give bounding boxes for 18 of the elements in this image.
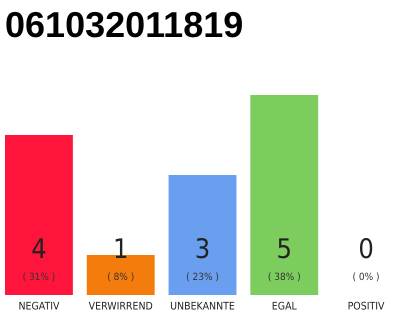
x-tick-label: EGAL xyxy=(272,300,298,312)
bar xyxy=(5,135,73,295)
x-tick-label: UNBEKANNTE xyxy=(170,300,235,312)
data-label: 0 xyxy=(358,234,374,265)
chart-title: 061032011819 xyxy=(5,4,244,45)
annotation: ( 31% ) xyxy=(22,272,56,283)
data-label: 3 xyxy=(194,234,210,265)
annotation: ( 8% ) xyxy=(107,272,134,283)
data-label: 4 xyxy=(31,234,47,265)
bar xyxy=(168,175,236,295)
annotation: ( 0% ) xyxy=(352,272,380,283)
bar xyxy=(250,95,318,295)
x-tick-label: POSITIV xyxy=(348,300,386,312)
annotation: ( 23% ) xyxy=(186,272,219,283)
annotation: ( 38% ) xyxy=(268,272,301,283)
x-tick-label: NEGATIV xyxy=(18,300,60,312)
data-label: 5 xyxy=(276,234,292,265)
x-tick-label: VERWIRREND xyxy=(88,300,153,312)
